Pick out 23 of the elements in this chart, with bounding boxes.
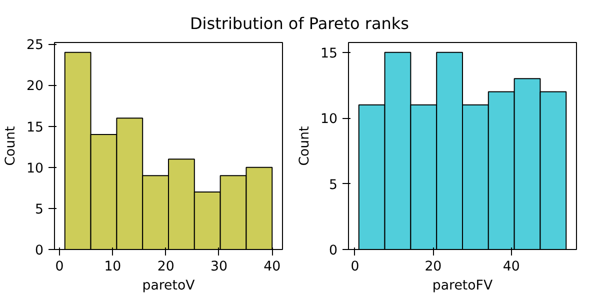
- y-tick-label: 15: [320, 46, 338, 62]
- y-axis-title: Count: [4, 126, 19, 166]
- x-axis-title: paretoV: [142, 278, 195, 294]
- y-tick-label: 25: [26, 38, 44, 54]
- y-tick-label: 10: [26, 161, 44, 176]
- x-tick-label: 20: [157, 260, 174, 274]
- y-tick-label: 10: [320, 112, 338, 128]
- x-tick-label: 0: [55, 260, 64, 274]
- chart-title: Distribution of Pareto ranks: [190, 13, 409, 35]
- x-tick-label: 10: [104, 260, 122, 274]
- x-tick-label: 40: [502, 260, 520, 274]
- x-axis-title: paretoFV: [432, 278, 493, 294]
- x-tick-label: 40: [264, 260, 281, 274]
- y-tick-label: 5: [329, 178, 338, 193]
- x-tick-label: 0: [350, 260, 360, 274]
- y-tick-label: 0: [35, 244, 44, 258]
- y-tick-label: 0: [329, 244, 338, 258]
- y-tick-label: 15: [26, 120, 44, 136]
- y-tick-label: 5: [35, 202, 44, 218]
- x-tick-label: 20: [424, 260, 442, 274]
- x-tick-label: 30: [210, 260, 228, 274]
- y-axis-title: Count: [298, 126, 313, 166]
- y-tick-label: 20: [26, 79, 44, 94]
